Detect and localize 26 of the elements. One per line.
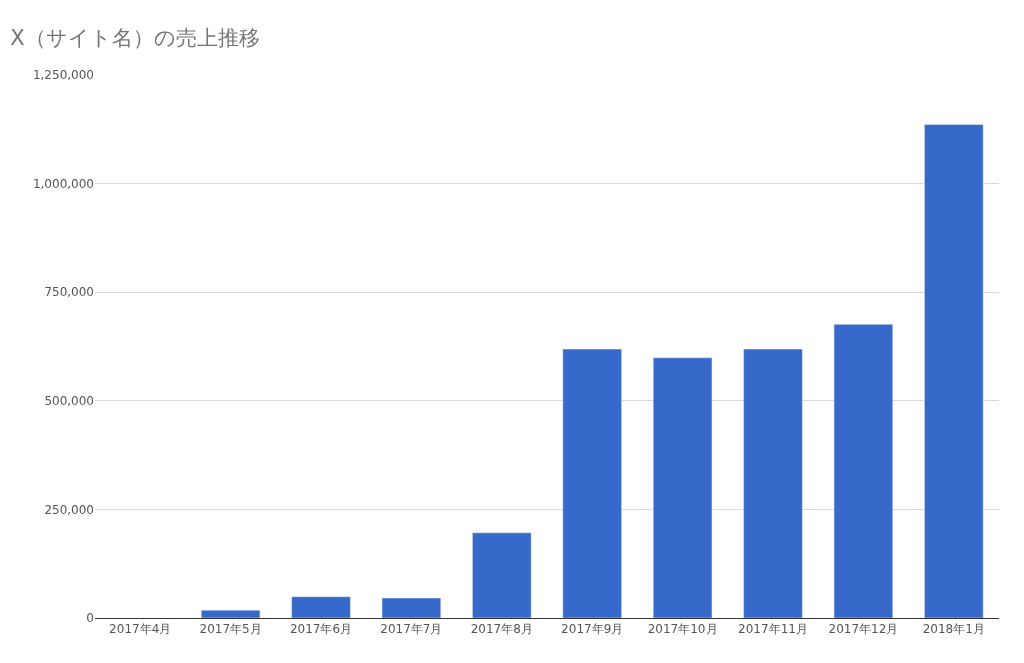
bar <box>833 324 894 618</box>
bar <box>291 596 351 618</box>
y-tick-label: 500,000 <box>44 394 94 408</box>
x-tick-label: 2017年7月 <box>380 622 443 637</box>
chart-title: X（サイト名）の売上推移 <box>10 25 260 50</box>
y-tick-label: 1,250,000 <box>32 68 94 83</box>
x-tick-label: 2017年5月 <box>199 622 262 637</box>
bar <box>472 532 532 618</box>
x-tick-label: 2018年1月 <box>922 622 985 637</box>
bar <box>381 597 442 618</box>
x-tick-label: 2017年10月 <box>647 622 718 637</box>
bar <box>562 348 622 618</box>
x-tick-label: 2017年8月 <box>470 622 533 637</box>
x-tick-label: 2017年12月 <box>828 622 899 637</box>
x-tick-label: 2017年9月 <box>561 622 624 637</box>
y-tick-label: 1,000,000 <box>32 176 94 191</box>
x-tick-label: 2017年4月 <box>109 622 172 637</box>
bar <box>743 348 803 618</box>
x-tick-label: 2017年6月 <box>289 622 353 637</box>
y-tick-label: 0 <box>86 611 94 626</box>
bar <box>200 609 261 618</box>
y-tick-label: 750,000 <box>44 285 94 300</box>
y-tick-label: 250,000 <box>44 502 94 517</box>
x-tick-label: 2017年11月 <box>738 622 808 637</box>
bar <box>924 124 984 618</box>
bar <box>652 357 713 618</box>
